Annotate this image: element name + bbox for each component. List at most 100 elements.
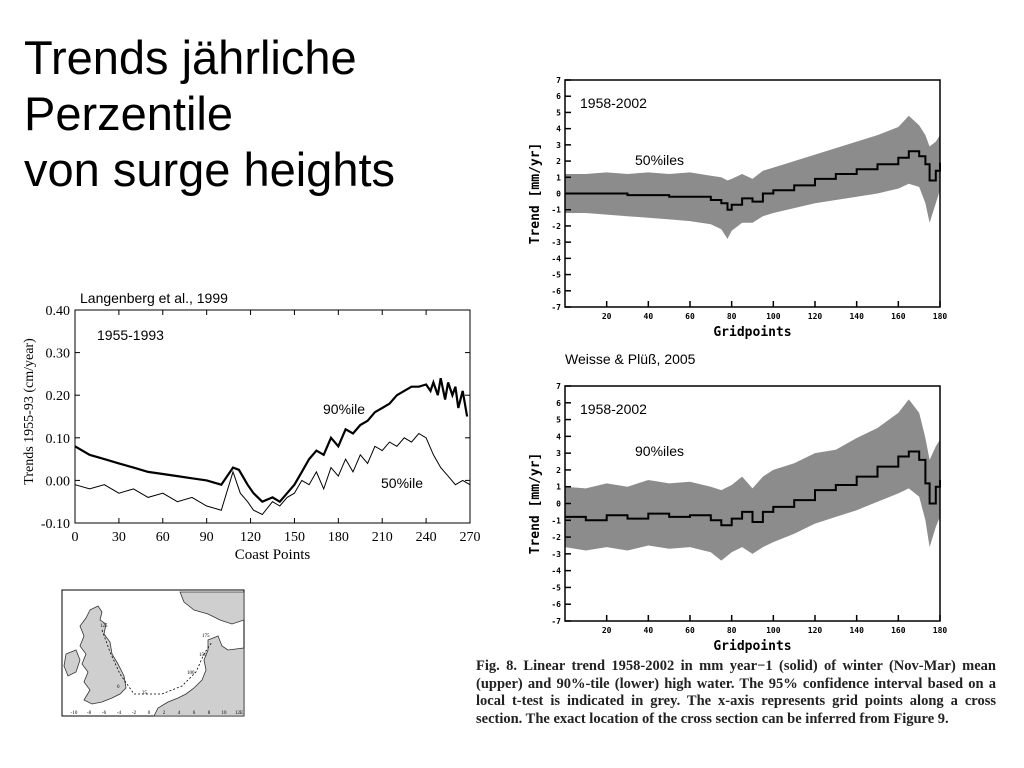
- north-sea-map-figure: -10 -8 -6 -4 -2 0 2 4 6 8 10 12E 125 175 150 100 25 0: [61, 589, 245, 717]
- map-point-label: 175: [202, 634, 210, 639]
- chart2-xtick-label: 120: [808, 312, 823, 321]
- chart2-ytick-label: 5: [556, 108, 561, 117]
- chart1-xtick-label: 150: [284, 530, 305, 545]
- chart2-confidence-band: [565, 115, 940, 239]
- chart3-series-label: 90%iles: [635, 443, 684, 459]
- chart3-xtick-label: 60: [685, 626, 695, 635]
- map-tick-label: -4: [117, 711, 122, 716]
- chart3-xtick-label: 40: [644, 626, 654, 635]
- chart2-ytick-label: -7: [551, 303, 561, 312]
- chart3-ytick-label: 6: [556, 399, 561, 408]
- chart1-ytick-label: 0.20: [46, 389, 71, 404]
- chart2-ytick-label: -2: [551, 222, 561, 231]
- title-line-3: von surge heights: [24, 143, 396, 196]
- chart3-xlabel: Gridpoints: [713, 639, 791, 654]
- chart3-ytick-label: -6: [551, 600, 561, 609]
- map-point-label: 150: [199, 653, 207, 658]
- map-tick-label: 6: [193, 711, 196, 716]
- chart1-xlabel: Coast Points: [235, 547, 311, 563]
- chart3-ytick-label: -1: [551, 516, 561, 525]
- chart3-ytick-label: 2: [556, 466, 561, 475]
- chart1-xtick-label: 60: [156, 530, 170, 545]
- chart1-xtick-label: 210: [372, 530, 393, 545]
- map-tick-label: 0: [148, 711, 151, 716]
- chart1-series-label-50ile: 50%ile: [381, 475, 423, 491]
- chart3-xtick-label: 100: [766, 626, 781, 635]
- chart3-xtick-label: 120: [808, 626, 823, 635]
- great-britain-land: [79, 605, 127, 705]
- chart1-ytick-label: 0.00: [46, 474, 71, 489]
- map-tick-label: -2: [132, 711, 137, 716]
- chart1-xtick-label: 120: [240, 530, 261, 545]
- chart3-ytick-label: -7: [551, 617, 561, 626]
- chart1-ytick-label: 0.30: [46, 347, 71, 362]
- chart1-xtick-label: 240: [416, 530, 437, 545]
- chart2-ytick-label: -6: [551, 287, 561, 296]
- figure-caption: Fig. 8. Linear trend 1958-2002 in mm yea…: [476, 658, 996, 727]
- chart3-ytick-label: 5: [556, 416, 561, 425]
- langenberg-source-label: Langenberg et al., 1999: [80, 290, 228, 306]
- chart2-xtick-label: 20: [602, 312, 612, 321]
- ireland-land: [63, 649, 81, 677]
- north-sea-map: -10 -8 -6 -4 -2 0 2 4 6 8 10 12E 125 175 150 100 25 0: [61, 589, 245, 717]
- chart3-xtick-label: 180: [933, 626, 948, 635]
- map-tick-label: 8: [208, 711, 211, 716]
- chart2-ytick-label: -4: [551, 254, 561, 263]
- chart3-ytick-label: -4: [551, 567, 561, 576]
- chart2-ytick-label: 0: [556, 190, 561, 199]
- chart1-xtick-label: 180: [328, 530, 349, 545]
- map-tick-label: -10: [71, 711, 78, 716]
- map-point-label: 25: [142, 691, 148, 696]
- chart2-ytick-label: -1: [551, 206, 561, 215]
- chart2-xlabel: Gridpoints: [713, 325, 791, 340]
- chart3-ylabel: Trend [mm/yr]: [528, 453, 543, 555]
- chart2-ylabel: Trend [mm/yr]: [528, 143, 543, 245]
- chart1-frame: [74, 309, 471, 524]
- map-tick-label: 12E: [235, 711, 243, 716]
- chart3-ytick-label: 3: [556, 449, 561, 458]
- chart1-ytick-label: 0.40: [46, 304, 71, 319]
- chart3-xtick-label: 80: [727, 626, 737, 635]
- title-line-1: Trends jährliche: [24, 31, 357, 84]
- chart2-ytick-label: 2: [556, 157, 561, 166]
- chart2-ytick-label: -5: [551, 271, 561, 280]
- chart1-xtick-label: 90: [200, 530, 214, 545]
- chart1-xtick-label: 270: [460, 530, 481, 545]
- map-point-label: 0: [117, 685, 120, 690]
- chart1-ytick-label: -0.10: [41, 517, 70, 532]
- slide-title: Trends jährliche Perzentile von surge he…: [24, 30, 395, 198]
- chart2-xtick-label: 40: [644, 312, 654, 321]
- chart1-ylabel: Trends 1955-93 (cm/year): [22, 338, 37, 485]
- chart3-trend-line: [565, 450, 941, 527]
- chart3-ytick-label: 7: [556, 382, 561, 391]
- chart2-ytick-label: 3: [556, 141, 561, 150]
- chart3-confidence-band: [565, 399, 940, 561]
- map-tick-label: -6: [102, 711, 107, 716]
- chart3-period-label: 1958-2002: [580, 401, 647, 417]
- chart3-ytick-label: -3: [551, 550, 561, 559]
- chart2-ytick-label: 4: [556, 125, 561, 134]
- chart1-series-line-90ile: [74, 377, 469, 504]
- norway-land: [179, 591, 245, 625]
- chart2-ytick-label: -3: [551, 238, 561, 247]
- chart3-ytick-label: -2: [551, 533, 561, 542]
- chart2-xtick-label: 180: [933, 312, 948, 321]
- chart3-ytick-label: 1: [556, 483, 561, 492]
- chart3-ytick-label: 4: [556, 432, 561, 441]
- chart2-period-label: 1958-2002: [580, 95, 647, 111]
- chart1-period-label: 1955-1993: [97, 327, 164, 343]
- map-tick-label: 10: [222, 711, 228, 716]
- chart1-xtick-label: 0: [72, 530, 79, 545]
- chart2-series-label: 50%iles: [635, 152, 684, 168]
- chart2-trend-line: [565, 150, 941, 211]
- map-point-label: 100: [187, 671, 195, 676]
- map-tick-label: 2: [163, 711, 166, 716]
- chart3-ytick-label: -5: [551, 583, 561, 592]
- chart2-ytick-label: 6: [556, 92, 561, 101]
- continental-europe-land: [153, 635, 245, 717]
- weisse-source-label: Weisse & Plüß, 2005: [565, 351, 696, 367]
- map-point-label: 125: [100, 624, 108, 629]
